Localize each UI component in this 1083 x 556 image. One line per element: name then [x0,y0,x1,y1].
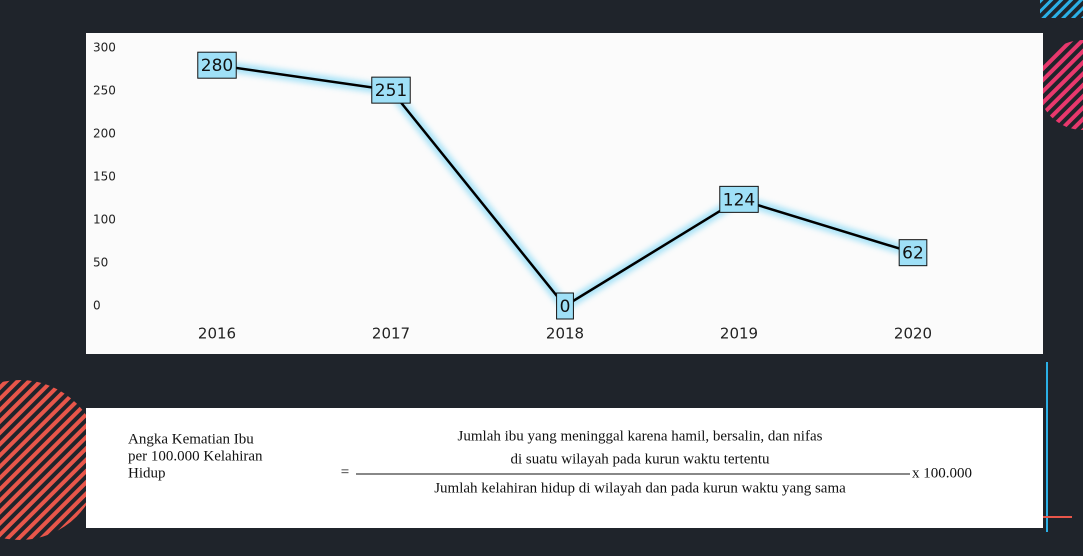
decoration [1040,0,1083,18]
data-label: 280 [201,56,233,76]
x-tick-label: 2018 [546,325,584,343]
formula-left: per 100.000 Kelahiran [128,448,263,464]
data-label: 0 [560,297,571,317]
decoration [1038,40,1083,130]
x-tick-label: 2017 [372,325,410,343]
x-tick-label: 2016 [198,325,236,343]
formula-numerator: Jumlah ibu yang meninggal karena hamil, … [458,428,823,444]
y-tick-label: 300 [93,41,116,55]
formula-left: Angka Kematian Ibu [128,431,254,447]
y-tick-label: 50 [93,256,108,270]
formula-equals: = [341,464,349,480]
data-label: 251 [375,81,407,101]
decoration [0,380,100,540]
y-tick-label: 200 [93,127,116,141]
formula-multiplier: x 100.000 [912,465,972,481]
x-tick-label: 2019 [720,325,758,343]
data-label: 124 [723,190,755,210]
formula-left: Hidup [128,465,166,481]
y-tick-label: 150 [93,170,116,184]
y-tick-label: 0 [93,299,101,313]
slide: Angka Kematian Ibu per 100.000 Kelahiran… [0,0,1083,556]
formula-numerator: di suatu wilayah pada kurun waktu terten… [510,451,770,467]
y-tick-label: 250 [93,84,116,98]
formula-denominator: Jumlah kelahiran hidup di wilayah dan pa… [434,480,846,496]
formula-panel [86,408,1043,528]
data-label: 62 [902,244,924,264]
x-tick-label: 2020 [894,325,932,343]
y-tick-label: 100 [93,213,116,227]
